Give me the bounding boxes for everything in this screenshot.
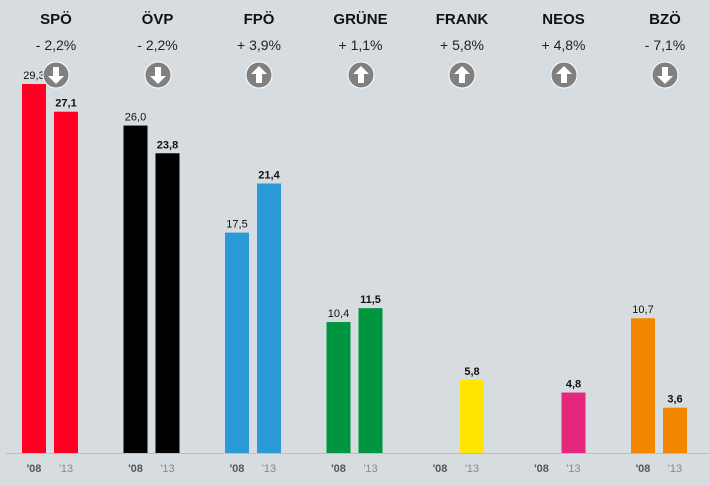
- party-change: + 3,9%: [237, 37, 281, 53]
- arrow-up-icon: [550, 61, 577, 89]
- arrow-up-icon: [245, 61, 273, 89]
- data-label-bzö-13: 3,6: [667, 394, 682, 406]
- party-name: SPÖ: [40, 11, 72, 28]
- year-tick-fpö-08: '08: [230, 463, 245, 475]
- year-tick-grüne-13: '13: [363, 463, 377, 475]
- bar-bzö-13: [663, 407, 687, 453]
- bar-neos-13: [561, 392, 586, 453]
- arrow-up-icon: [448, 61, 476, 89]
- data-label-bzö-08: 10,7: [632, 304, 653, 316]
- party-name: NEOS: [542, 11, 585, 28]
- year-tick-neos-13: '13: [566, 463, 580, 475]
- bar-grüne-13: [358, 308, 383, 453]
- data-label-fpö-13: 21,4: [258, 169, 280, 181]
- bar-fpö-13: [257, 183, 281, 453]
- data-label-neos-13: 4,8: [566, 379, 581, 391]
- party-name: BZÖ: [649, 11, 681, 28]
- bar-spö-08: [22, 84, 46, 454]
- bar-grüne-08: [326, 322, 351, 453]
- year-tick-övp-13: '13: [160, 463, 174, 475]
- party-name: FRANK: [435, 11, 489, 28]
- arrow-down-icon: [144, 61, 171, 89]
- bar-fpö-08: [225, 232, 249, 453]
- data-label-grüne-13: 11,5: [360, 294, 381, 306]
- party-change: - 2,2%: [35, 37, 77, 53]
- party-change: + 5,8%: [440, 37, 484, 53]
- year-tick-spö-08: '08: [27, 463, 42, 475]
- party-name: FPÖ: [243, 11, 275, 28]
- arrow-down-icon: [651, 61, 679, 89]
- bar-övp-13: [155, 153, 180, 454]
- data-label-spö-08: 29,3: [23, 70, 44, 82]
- year-tick-neos-08: '08: [534, 463, 549, 475]
- year-tick-grüne-08: '08: [331, 463, 346, 475]
- party-change: + 4,8%: [541, 37, 586, 53]
- data-label-fpö-08: 17,5: [226, 219, 247, 231]
- year-tick-spö-13: '13: [59, 463, 73, 475]
- bar-frank-13: [460, 379, 484, 453]
- data-label-övp-13: 23,8: [157, 139, 178, 151]
- year-tick-bzö-08: '08: [636, 463, 651, 475]
- arrow-up-icon: [347, 61, 374, 89]
- data-label-grüne-08: 10,4: [328, 308, 349, 320]
- arrow-down-icon: [42, 61, 70, 89]
- data-label-frank-13: 5,8: [464, 366, 479, 378]
- bar-bzö-08: [631, 318, 655, 453]
- year-tick-bzö-13: '13: [668, 463, 682, 475]
- data-label-övp-08: 26,0: [125, 112, 146, 124]
- bar-övp-08: [123, 125, 148, 453]
- year-tick-övp-08: '08: [128, 463, 143, 475]
- year-tick-fpö-13: '13: [262, 463, 276, 475]
- bar-spö-13: [54, 111, 78, 453]
- party-name: ÖVP: [141, 11, 174, 28]
- year-tick-frank-13: '13: [465, 463, 479, 475]
- party-change: - 7,1%: [644, 37, 686, 53]
- data-label-spö-13: 27,1: [55, 98, 76, 110]
- party-change: - 2,2%: [137, 37, 178, 53]
- party-change: + 1,1%: [338, 37, 383, 53]
- year-tick-frank-08: '08: [433, 463, 448, 475]
- party-name: GRÜNE: [333, 11, 388, 28]
